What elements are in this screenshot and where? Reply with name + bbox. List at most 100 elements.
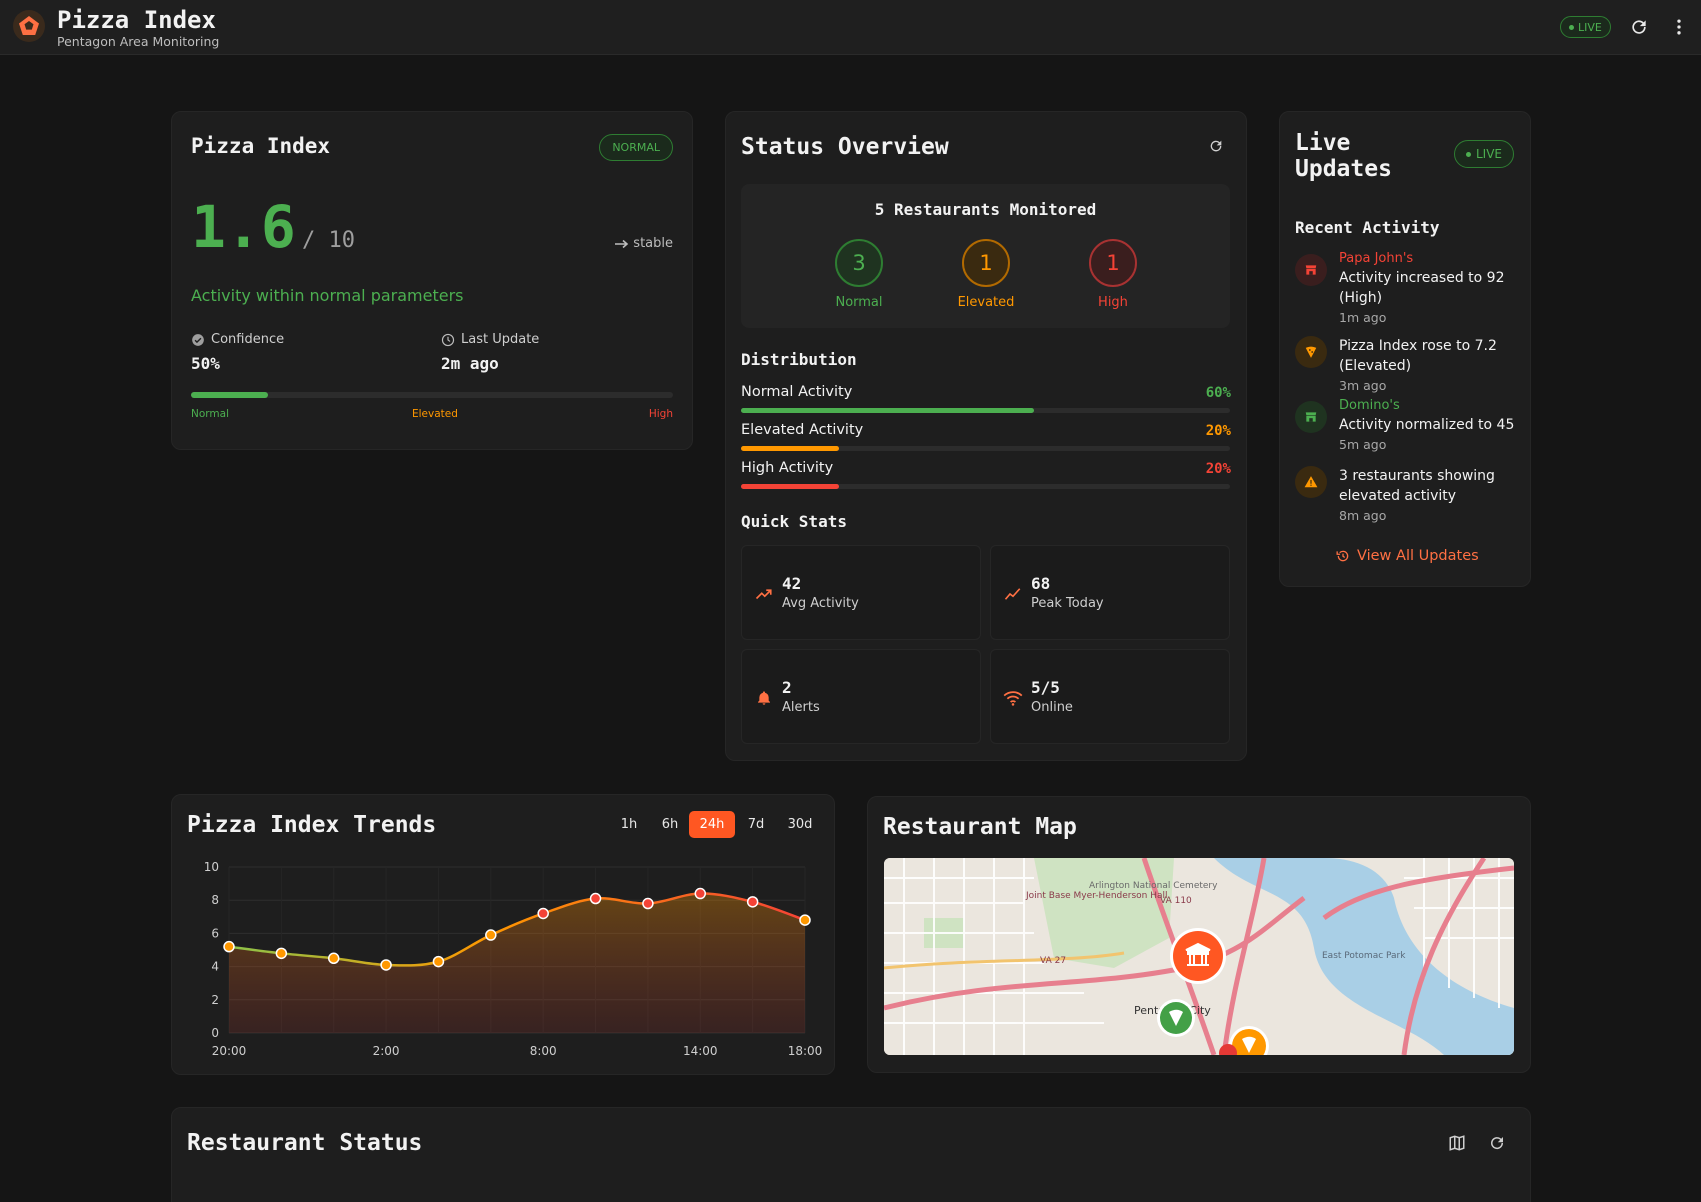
refresh-icon[interactable] [1627,15,1651,39]
live-updates-title-line1: Live [1295,130,1351,156]
recent-activity-title: Recent Activity [1295,218,1440,237]
stat-peak-today: 68 Peak Today [990,545,1230,640]
range-24h-button[interactable]: 24h [689,811,735,838]
more-vert-icon[interactable] [1667,15,1691,39]
live-dot-icon [1569,24,1574,30]
live-badge: LIVE [1560,16,1611,38]
store-icon [1295,254,1327,286]
data-point[interactable] [799,914,811,926]
avg-activity-label: Avg Activity [782,596,859,611]
gauge-label-high: High [648,408,673,420]
x-tick-label: 8:00 [530,1044,557,1058]
activity-name: Papa John's [1339,251,1414,266]
gauge-label-elevated: Elevated [412,408,458,420]
distribution-title: Distribution [741,350,857,369]
high-activity-pct: 20% [1205,461,1231,477]
refresh-icon[interactable] [1206,136,1226,156]
high-count-circle: 1 [1089,239,1137,287]
activity-name: Domino's [1339,398,1400,413]
range-1h-button[interactable]: 1h [620,817,638,832]
map-icon[interactable] [1448,1134,1468,1154]
status-overview-card: Status Overview 5 Restaurants Monitored … [725,111,1247,761]
gauge-label-normal: Normal [191,408,229,420]
confidence-value: 50% [191,354,220,373]
high-activity-label: High Activity [741,460,834,476]
normal-count-circle: 3 [835,239,883,287]
pizza-index-value: 1.6 [191,193,296,261]
trend-label: stable [633,236,673,251]
wifi-icon [1003,688,1023,708]
trend-chart: 0 2 4 6 8 10 20:00 2:00 8:00 14:00 18:00 [204,860,823,1058]
range-30d-button[interactable]: 30d [787,817,813,832]
activity-time: 8m ago [1339,508,1387,523]
confidence-label: Confidence [211,332,285,347]
restaurant-elevated-marker-icon[interactable] [1229,1026,1269,1055]
elevated-count-label: Elevated [957,295,1015,310]
activity-text: Activity normalized to 45 [1339,417,1515,433]
normal-activity-bar [741,408,1230,413]
stat-alerts: 2 Alerts [741,649,981,744]
pizza-index-description: Activity within normal parameters [191,286,464,305]
stat-online: 5/5 Online [990,649,1230,744]
avg-activity-value: 42 [782,574,802,593]
map-view[interactable]: Joint Base Myer-Henderson Hall Arlington… [884,858,1514,1055]
quick-stats-title: Quick Stats [741,512,847,531]
map-label: VA 27 [1040,956,1066,966]
monitored-summary: 5 Restaurants Monitored 3 Normal 1 Eleva… [741,184,1230,328]
y-tick-label: 6 [211,926,219,940]
normal-activity-fill [741,408,1035,413]
activity-time: 3m ago [1339,378,1387,393]
index-gauge [191,392,673,398]
x-tick-label: 18:00 [788,1044,823,1058]
restaurant-map-title: Restaurant Map [883,814,1077,840]
activity-text: Pizza Index rose to 7.2 (Elevated) [1339,338,1497,374]
peak-today-value: 68 [1031,574,1051,593]
history-icon [1336,550,1349,562]
map-label: Joint Base Myer-Henderson Hall [1025,891,1168,901]
data-point[interactable] [642,897,654,910]
trending-up-icon [754,584,774,604]
pizza-index-scale: / 10 [302,228,355,253]
x-tick-label: 20:00 [212,1044,247,1058]
trends-card: Pizza Index Trends 1h 6h 24h 7d 30d 0 2 4 6… [171,794,835,1075]
y-tick-label: 2 [211,993,219,1007]
range-7d-button[interactable]: 7d [747,817,765,832]
series-area [229,893,805,1033]
restaurant-normal-marker-icon[interactable] [1157,999,1195,1037]
last-update-value: 2m ago [441,354,499,373]
map-tiles: Joint Base Myer-Henderson Hall Arlington… [884,858,1514,1055]
elevated-activity-bar [741,446,1230,451]
activity-text: 3 restaurants showing elevated activity [1339,468,1495,504]
high-count-label: High [1098,295,1128,310]
pizza-index-card: Pizza Index NORMAL 1.6 / 10 stable Activ… [171,111,693,450]
bell-icon [754,688,774,708]
view-all-updates-link[interactable]: View All Updates [1336,548,1479,564]
restaurant-high-marker-icon[interactable] [1219,1044,1237,1055]
app-subtitle: Pentagon Area Monitoring [57,34,220,49]
live-updates-card: Live Updates LIVE Recent Activity Papa Jo… [1279,111,1531,587]
online-value: 5/5 [1031,678,1060,697]
data-point[interactable] [746,896,759,908]
data-point[interactable] [694,887,707,900]
pentagon-marker-icon[interactable] [1170,928,1226,984]
data-point[interactable] [537,907,549,920]
data-point[interactable] [327,952,340,965]
pizza-index-title: Pizza Index [191,134,331,158]
data-point[interactable] [432,955,445,968]
alerts-value: 2 [782,678,792,697]
store-icon [1295,401,1327,433]
top-app-bar: Pizza Index Pentagon Area Monitoring LIV… [0,0,1701,55]
refresh-icon[interactable] [1488,1134,1508,1154]
data-point[interactable] [223,940,235,953]
data-point[interactable] [589,892,602,905]
live-label: LIVE [1578,20,1602,34]
normal-activity-pct: 60% [1205,385,1231,401]
range-6h-button[interactable]: 6h [661,817,679,832]
warning-icon [1295,466,1327,498]
status-overview-title: Status Overview [741,134,949,160]
data-point[interactable] [485,929,497,941]
data-point[interactable] [380,959,392,971]
trend-indicator: stable [615,236,673,251]
data-point[interactable] [275,947,288,960]
live-dot-icon [1465,151,1471,157]
